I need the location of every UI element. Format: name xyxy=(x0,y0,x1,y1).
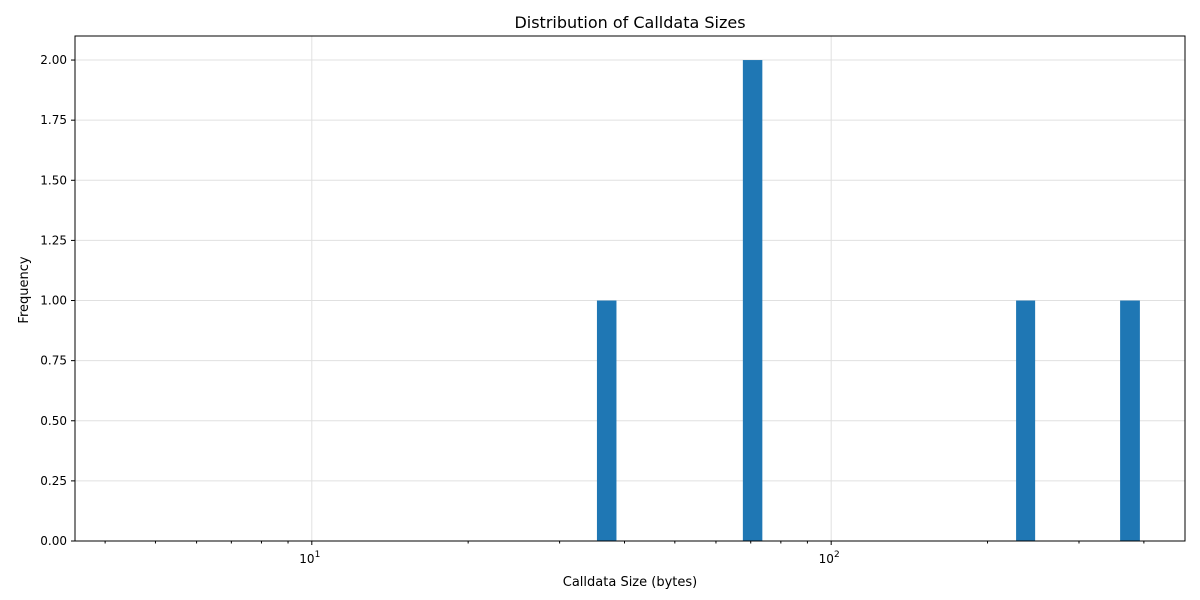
y-tick-label: 0.00 xyxy=(40,534,67,548)
x-axis-label: Calldata Size (bytes) xyxy=(563,575,697,590)
histogram-bar xyxy=(1016,300,1036,541)
plot-frame xyxy=(74,35,1186,542)
y-tick-label: 0.25 xyxy=(40,474,67,488)
bars-layer xyxy=(596,60,1140,542)
x-axis: 101 102 xyxy=(104,541,1145,566)
y-axis: 0.00 0.25 0.50 0.75 1.00 1.25 1.50 1.75 2.00 xyxy=(40,53,75,548)
histogram-bar xyxy=(742,60,763,542)
y-tick-label: 1.25 xyxy=(40,233,67,247)
y-tick-label: 1.75 xyxy=(40,113,67,127)
x-tick-label: 102 xyxy=(819,550,840,566)
x-tick-label: 101 xyxy=(299,550,320,566)
grid-layer xyxy=(75,36,1185,542)
y-tick-label: 1.00 xyxy=(40,294,67,308)
y-tick-label: 0.50 xyxy=(40,414,67,428)
y-tick-label: 0.75 xyxy=(40,354,67,368)
y-axis-label: Frequency xyxy=(17,256,32,323)
histogram-bar xyxy=(596,300,617,541)
y-tick-label: 2.00 xyxy=(40,53,67,67)
histogram-bar xyxy=(1120,300,1140,541)
y-tick-label: 1.50 xyxy=(40,173,67,187)
chart-title: Distribution of Calldata Sizes xyxy=(514,13,745,32)
